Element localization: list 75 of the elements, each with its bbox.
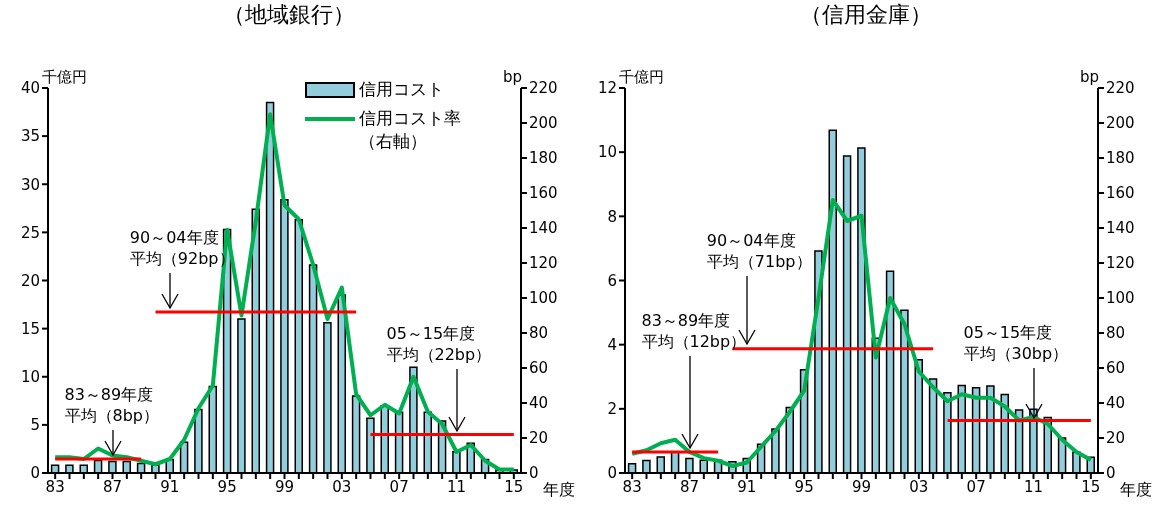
x-tick-label: 99	[274, 477, 295, 496]
legend-label: 信用コスト	[359, 78, 445, 101]
y2-tick-label: 200	[1106, 114, 1135, 133]
y2-tick-label: 20	[529, 429, 549, 448]
legend-label: 信用コスト率（右軸）	[359, 107, 462, 153]
annotation: 83～89年度平均（8bp）	[64, 383, 160, 426]
x-tick-label: 83	[45, 477, 65, 496]
y2-axis-title: bp	[1080, 68, 1100, 86]
x-tick-label: 95	[794, 477, 814, 496]
y2-tick-label: 160	[1106, 184, 1135, 203]
line-series	[630, 198, 1093, 468]
y-tick-label: 12	[597, 79, 617, 98]
y-tick-label: 0	[30, 464, 40, 483]
annotation: 90～04年度平均（92bp）	[129, 227, 236, 270]
x-tick-label: 91	[160, 477, 180, 496]
y2-tick-label: 220	[1106, 79, 1135, 98]
x-axis-title: 年度	[543, 480, 575, 501]
chart-title: （信用金庫）	[798, 1, 933, 29]
y-tick-label: 10	[20, 368, 40, 387]
x-axis-title: 年度	[1120, 480, 1152, 501]
x-tick-label: 07	[389, 477, 409, 496]
y2-tick-label: 140	[529, 219, 558, 238]
y-tick-label: 15	[20, 319, 40, 338]
y2-tick-label: 100	[529, 289, 558, 308]
y2-tick-label: 180	[1106, 149, 1135, 168]
y2-tick-label: 80	[529, 324, 549, 343]
x-tick-label: 87	[102, 477, 123, 496]
y2-tick-label: 60	[529, 359, 549, 378]
annotation: 05～15年度平均（22bp）	[386, 322, 493, 365]
y2-tick-label: 220	[529, 79, 558, 98]
y2-tick-label: 120	[529, 254, 558, 273]
y-tick-label: 35	[20, 127, 40, 146]
x-tick-label: 11	[446, 477, 467, 496]
y-tick-label: 20	[20, 271, 40, 290]
y-tick-label: 10	[597, 143, 617, 162]
y-tick-label: 5	[30, 416, 40, 435]
y2-tick-label: 40	[529, 394, 549, 413]
x-tick-label: 03	[909, 477, 929, 496]
annotation: 90～04年度平均（71bp）	[706, 229, 813, 272]
x-tick-label: 99	[851, 477, 872, 496]
y2-tick-label: 200	[529, 114, 558, 133]
y-tick-label: 40	[20, 79, 40, 98]
y2-tick-label: 80	[1106, 324, 1126, 343]
y2-axis-title: bp	[503, 68, 523, 86]
y2-tick-label: 160	[529, 184, 558, 203]
y2-tick-label: 60	[1106, 359, 1126, 378]
x-tick-label: 03	[332, 477, 352, 496]
x-tick-label: 11	[1023, 477, 1044, 496]
y2-tick-label: 180	[529, 149, 558, 168]
x-tick-label: 07	[966, 477, 986, 496]
y-tick-label: 2	[607, 400, 617, 419]
chart-title: （地域銀行）	[221, 1, 356, 29]
y2-tick-label: 100	[1106, 289, 1135, 308]
y2-tick-label: 0	[529, 464, 539, 483]
y2-tick-label: 0	[1106, 464, 1116, 483]
y-axis-title: 千億円	[619, 68, 664, 87]
y-tick-label: 4	[607, 335, 617, 354]
y-tick-label: 0	[607, 464, 617, 483]
y-tick-label: 8	[607, 207, 617, 226]
x-tick-label: 91	[737, 477, 757, 496]
y2-tick-label: 120	[1106, 254, 1135, 273]
y-tick-label: 6	[607, 271, 617, 290]
y-axis-title: 千億円	[42, 68, 87, 87]
annotation: 05～15年度平均（30bp）	[963, 321, 1070, 364]
y-tick-label: 25	[20, 223, 40, 242]
x-tick-label: 87	[679, 477, 700, 496]
x-tick-label: 95	[217, 477, 237, 496]
annotation: 83～89年度平均（12bp）	[641, 310, 748, 353]
y2-tick-label: 140	[1106, 219, 1135, 238]
x-tick-label: 15	[1081, 477, 1101, 496]
y2-tick-label: 20	[1106, 429, 1126, 448]
y2-tick-label: 40	[1106, 394, 1126, 413]
x-tick-label: 15	[504, 477, 524, 496]
x-tick-label: 83	[622, 477, 642, 496]
y-tick-label: 30	[20, 175, 40, 194]
